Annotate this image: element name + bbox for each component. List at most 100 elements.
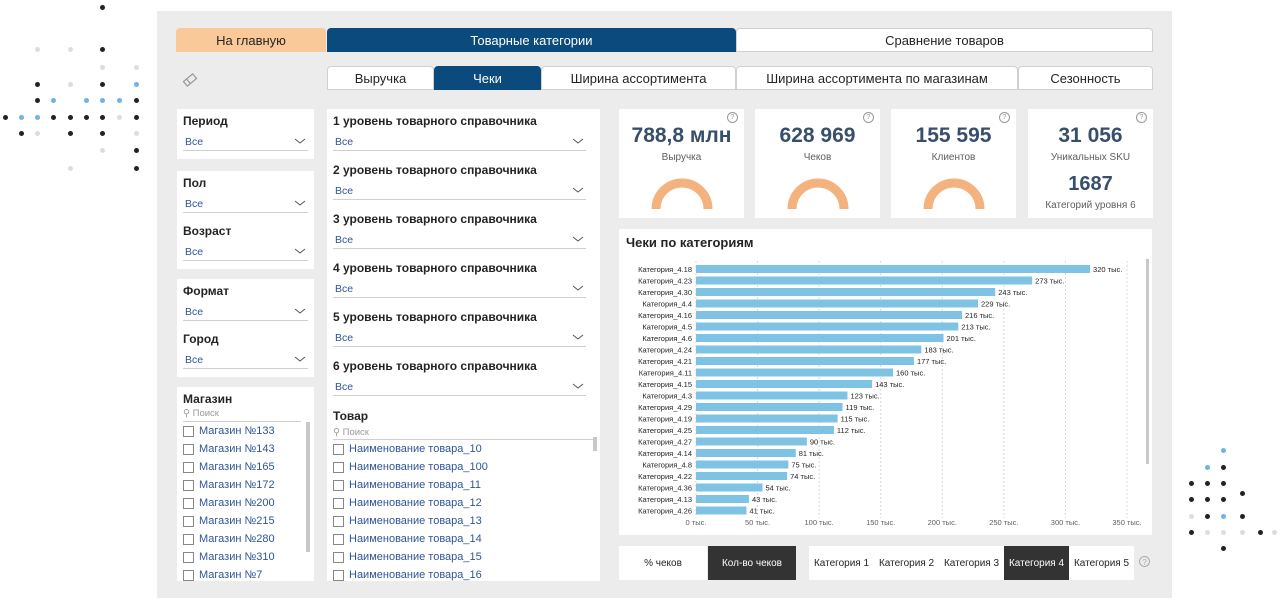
level-tab-1[interactable]: Категория 1 <box>809 546 874 580</box>
store-item-label: Магазин №143 <box>199 443 275 455</box>
kpi-value: 628 969 <box>779 124 856 147</box>
store-item[interactable]: Магазин №133 <box>183 422 301 440</box>
data-label: 41 тыс. <box>749 507 774 516</box>
store-search[interactable]: ⚲ Поиск <box>183 408 219 419</box>
subtab-seasonality[interactable]: Сезонность <box>1018 66 1153 90</box>
store-item[interactable]: Магазин №200 <box>183 494 301 512</box>
tab-product-categories[interactable]: Товарные категории <box>327 28 736 52</box>
level-tab-2[interactable]: Категория 2 <box>874 546 939 580</box>
checkbox[interactable] <box>183 569 194 581</box>
toggle-count-checks[interactable]: Кол-во чеков <box>708 546 796 580</box>
toggle-label: Кол-во чеков <box>721 557 782 569</box>
store-item[interactable]: Магазин №172 <box>183 476 301 494</box>
subtab-assortment-by-store[interactable]: Ширина ассортимента по магазинам <box>736 66 1018 90</box>
help-icon[interactable]: ? <box>863 112 874 123</box>
store-scrollbar[interactable] <box>306 422 310 552</box>
level-tab-5[interactable]: Категория 5 <box>1069 546 1134 580</box>
checkbox[interactable] <box>333 497 344 509</box>
data-label: 216 тыс. <box>965 311 994 320</box>
checkbox[interactable] <box>333 551 344 563</box>
tab-product-comparison[interactable]: Сравнение товаров <box>736 28 1153 52</box>
category-label: Категория_4.18 <box>638 265 692 274</box>
subtab-checks[interactable]: Чеки <box>434 66 541 90</box>
category-label: Категория_4.6 <box>642 334 692 343</box>
checkbox[interactable] <box>183 443 194 455</box>
store-item[interactable]: Магазин №7 <box>183 566 301 581</box>
checkbox[interactable] <box>333 569 344 581</box>
product-item[interactable]: Наименование товара_12 <box>333 494 593 512</box>
decorative-dot <box>100 98 105 103</box>
help-icon[interactable]: ? <box>999 112 1010 123</box>
bar <box>696 391 848 400</box>
level-3-dropdown[interactable]: Все <box>333 231 586 249</box>
product-item[interactable]: Наименование товара_13 <box>333 512 593 530</box>
checkbox[interactable] <box>183 497 194 509</box>
decorative-dot <box>68 166 73 171</box>
subtab-assortment-width[interactable]: Ширина ассортимента <box>541 66 736 90</box>
product-item[interactable]: Наименование товара_11 <box>333 476 593 494</box>
checkbox[interactable] <box>333 443 344 455</box>
level-4-label: 4 уровень товарного справочника <box>333 261 537 275</box>
store-item[interactable]: Магазин №215 <box>183 512 301 530</box>
checkbox[interactable] <box>183 533 194 545</box>
checkbox[interactable] <box>183 461 194 473</box>
format-dropdown[interactable]: Все <box>183 303 308 321</box>
level-2-dropdown[interactable]: Все <box>333 182 586 200</box>
level-tab-label: Категория 5 <box>1073 557 1130 569</box>
product-item[interactable]: Наименование товара_100 <box>333 458 593 476</box>
help-icon[interactable]: ? <box>727 112 738 123</box>
level-4-dropdown[interactable]: Все <box>333 280 586 298</box>
level-5-dropdown[interactable]: Все <box>333 329 586 347</box>
product-item[interactable]: Наименование товара_15 <box>333 548 593 566</box>
checkbox[interactable] <box>333 515 344 527</box>
sex-dropdown[interactable]: Все <box>183 195 308 213</box>
product-label: Товар <box>333 409 369 423</box>
checkbox[interactable] <box>333 533 344 545</box>
checkbox[interactable] <box>333 479 344 491</box>
chart-scrollbar[interactable] <box>1146 259 1149 464</box>
store-item-label: Магазин №310 <box>199 551 275 563</box>
category-label: Категория_4.19 <box>638 415 692 424</box>
subtab-label: Выручка <box>354 70 407 86</box>
decorative-dot <box>100 131 105 136</box>
decorative-dot <box>134 166 139 171</box>
checkbox[interactable] <box>183 515 194 527</box>
toggle-percent-checks[interactable]: % чеков <box>619 546 707 580</box>
store-item[interactable]: Магазин №280 <box>183 530 301 548</box>
checkbox[interactable] <box>333 461 344 473</box>
product-scrollbar[interactable] <box>593 437 597 451</box>
data-label: 43 тыс. <box>752 495 777 504</box>
bar <box>696 345 922 354</box>
product-item[interactable]: Наименование товара_16 <box>333 566 593 581</box>
level-tab-3[interactable]: Категория 3 <box>939 546 1004 580</box>
product-item[interactable]: Наименование товара_10 <box>333 440 593 458</box>
decorative-dot <box>134 98 139 103</box>
decorative-dot <box>117 115 122 120</box>
chart-title: Чеки по категориям <box>626 235 754 250</box>
format-value: Все <box>185 305 204 318</box>
store-item[interactable]: Магазин №143 <box>183 440 301 458</box>
subtab-revenue[interactable]: Выручка <box>327 66 434 90</box>
product-search-placeholder: Поиск <box>342 427 369 438</box>
checkbox[interactable] <box>183 425 194 437</box>
chevron-down-icon <box>572 138 584 144</box>
store-item[interactable]: Магазин №165 <box>183 458 301 476</box>
product-item[interactable]: Наименование товара_14 <box>333 530 593 548</box>
checkbox[interactable] <box>183 551 194 563</box>
store-slicer: Магазин ⚲ Поиск Магазин №133 Магазин №143… <box>177 387 314 581</box>
level-tab-4[interactable]: Категория 4 <box>1004 546 1069 580</box>
level-1-dropdown[interactable]: Все <box>333 133 586 151</box>
product-search[interactable]: ⚲ Поиск <box>333 427 369 438</box>
help-icon[interactable]: ? <box>1139 556 1150 567</box>
data-label: 320 тыс. <box>1093 265 1122 274</box>
help-icon[interactable]: ? <box>1136 112 1147 123</box>
level-6-dropdown[interactable]: Все <box>333 378 586 396</box>
home-button[interactable]: На главную <box>176 28 326 52</box>
eraser-icon[interactable] <box>181 71 199 89</box>
data-label: 229 тыс. <box>981 300 1010 309</box>
city-dropdown[interactable]: Все <box>183 351 308 369</box>
checkbox[interactable] <box>183 479 194 491</box>
store-item[interactable]: Магазин №310 <box>183 548 301 566</box>
age-dropdown[interactable]: Все <box>183 243 308 261</box>
period-dropdown[interactable]: Все <box>183 133 308 151</box>
